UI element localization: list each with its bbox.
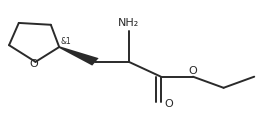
Text: NH₂: NH₂: [118, 18, 139, 28]
Text: O: O: [164, 99, 173, 109]
Text: O: O: [188, 66, 197, 76]
Polygon shape: [59, 46, 99, 66]
Text: O: O: [30, 59, 39, 69]
Text: &1: &1: [60, 37, 71, 46]
